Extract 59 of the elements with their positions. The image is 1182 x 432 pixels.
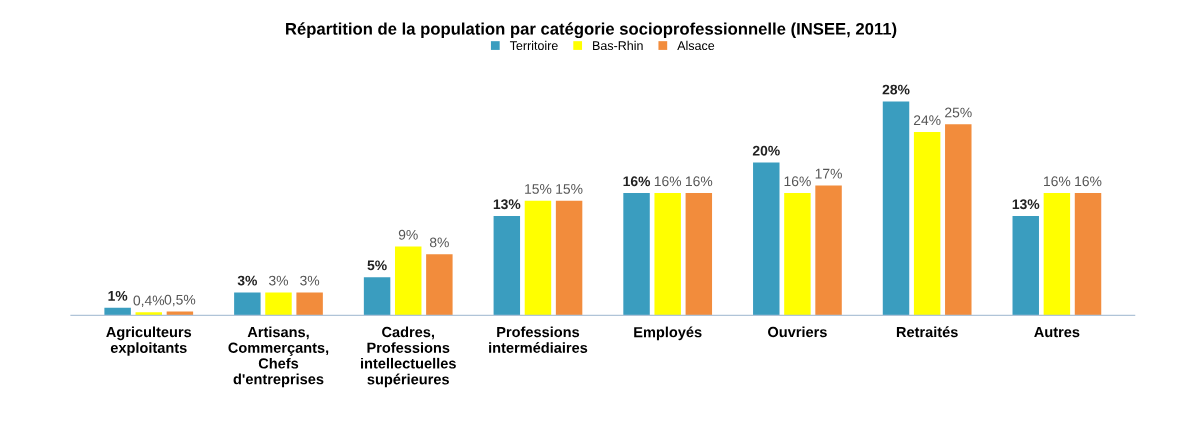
- data-label: 20%: [752, 145, 780, 156]
- data-label: 3%: [268, 275, 289, 286]
- bar: [1074, 193, 1102, 316]
- data-label: 1%: [108, 291, 128, 301]
- data-label: 28%: [882, 84, 910, 95]
- x-tick-label: Autres: [1034, 327, 1080, 338]
- bar: [363, 277, 391, 316]
- bar: [1043, 193, 1071, 316]
- data-label: 8%: [429, 237, 449, 248]
- data-label: 16%: [685, 176, 713, 187]
- bar: [654, 193, 681, 316]
- legend-label: Bas-Rhin: [593, 40, 643, 51]
- x-tick-label: Cadres, Professions intellectuelles supérieures: [361, 326, 456, 388]
- data-label: 15%: [556, 184, 583, 194]
- data-label: 3%: [300, 275, 320, 286]
- bar: [104, 307, 131, 316]
- data-label: 16%: [623, 176, 651, 187]
- data-label: 16%: [784, 176, 811, 187]
- bar: [685, 193, 713, 316]
- x-tick-label: Agriculteurs exploitants: [106, 326, 192, 356]
- data-label: 0,5%: [164, 294, 196, 307]
- data-label: 17%: [815, 168, 842, 179]
- data-label: 16%: [654, 176, 682, 187]
- data-label: 25%: [945, 107, 972, 118]
- data-label: 15%: [525, 184, 552, 194]
- legend-label: Alsace: [677, 40, 715, 51]
- bar: [265, 292, 292, 316]
- bar: [493, 216, 521, 316]
- data-label: 3%: [237, 275, 258, 286]
- x-tick-label: Employés: [634, 326, 702, 341]
- data-label: 0,4%: [133, 295, 165, 308]
- bar: [1012, 216, 1039, 316]
- x-tick-label: Professions intermédiaires: [489, 326, 588, 353]
- bar: [945, 124, 972, 316]
- data-label: 13%: [1012, 199, 1040, 210]
- chart-title: Répartition de la population par catégorie socioprofessionnelle (INSEE, 2011): [286, 22, 897, 39]
- bar: [913, 131, 941, 316]
- bar: [815, 185, 842, 316]
- data-label: 16%: [1044, 176, 1071, 187]
- legend-label: Territoire: [509, 40, 558, 51]
- bar: [555, 200, 583, 316]
- bar: [135, 312, 162, 316]
- data-label: 13%: [493, 199, 521, 210]
- data-label: 24%: [913, 115, 941, 126]
- bar: [524, 200, 552, 316]
- bar: [426, 254, 453, 316]
- bar: [623, 193, 650, 316]
- x-tick-label: Artisans, Commerçants, Chefs d'entreprises: [228, 326, 329, 388]
- bar: [753, 162, 780, 316]
- x-tick-label: Ouvriers: [768, 326, 827, 338]
- bar: [394, 246, 422, 316]
- bar: [882, 101, 910, 316]
- data-label: 9%: [398, 229, 418, 240]
- x-tick-label: Retraités: [896, 326, 958, 338]
- data-label: 5%: [367, 260, 387, 271]
- data-label: 16%: [1075, 176, 1102, 187]
- bar: [234, 292, 261, 316]
- bar: [784, 193, 811, 316]
- bar: [296, 292, 323, 316]
